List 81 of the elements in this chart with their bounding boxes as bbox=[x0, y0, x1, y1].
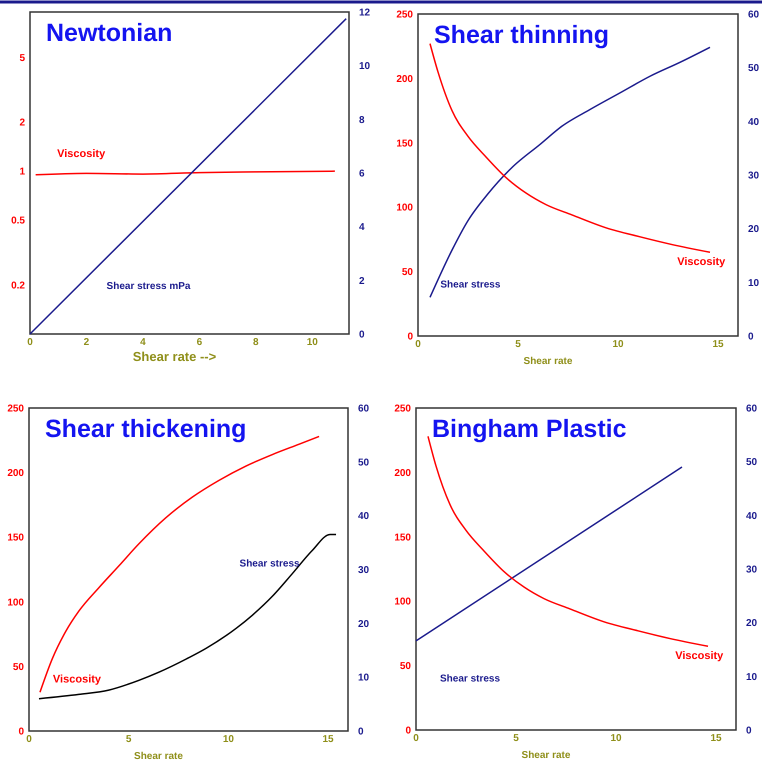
y2-tick-label: 10 bbox=[748, 278, 760, 289]
text: Shear stress bbox=[440, 674, 500, 685]
y-tick-label: 250 bbox=[396, 10, 414, 20]
x-tick-label: 2 bbox=[84, 337, 90, 348]
y-tick-label: 5 bbox=[19, 52, 26, 64]
x-tick-label: 10 bbox=[222, 734, 234, 745]
y2-tick-label: 60 bbox=[746, 404, 758, 414]
y2-tick-label: 50 bbox=[748, 63, 760, 74]
y2-tick-label: 6 bbox=[359, 168, 365, 180]
x-tick-label: 10 bbox=[610, 733, 622, 744]
x-tick-label: 5 bbox=[513, 733, 520, 744]
y-tick-label: 200 bbox=[396, 74, 414, 85]
y2-tick-label: 10 bbox=[358, 672, 370, 684]
series-label: Viscosity bbox=[677, 256, 726, 268]
x-tick-label: 15 bbox=[322, 734, 334, 745]
y-tick-label: 200 bbox=[394, 468, 412, 479]
y2-tick-label: 60 bbox=[748, 10, 760, 20]
y-tick-label: 2 bbox=[19, 118, 26, 129]
series-label: Shear stress mPa bbox=[106, 280, 191, 292]
y-tick-label: 100 bbox=[396, 202, 414, 214]
y-tick-label: 250 bbox=[7, 404, 24, 414]
x-tick-label: 0 bbox=[27, 337, 34, 348]
y2-tick-label: 2 bbox=[359, 276, 365, 287]
y2-tick-label: 30 bbox=[358, 565, 370, 576]
x-tick-label: 10 bbox=[612, 339, 624, 350]
line-series bbox=[38, 534, 337, 700]
y2-tick-label: 40 bbox=[358, 511, 370, 522]
y2-tick-label: 4 bbox=[359, 222, 365, 234]
y2-tick-label: 0 bbox=[359, 330, 365, 340]
x-tick-label: 15 bbox=[710, 733, 722, 744]
y2-tick-label: 40 bbox=[746, 510, 758, 522]
y2-tick-label: 40 bbox=[748, 116, 760, 128]
y-tick-label: 0.5 bbox=[11, 216, 26, 227]
y2-tick-label: 20 bbox=[358, 618, 370, 630]
y-tick-label: 200 bbox=[7, 468, 24, 480]
y2-tick-label: 10 bbox=[359, 61, 371, 72]
x-tick-label: 10 bbox=[306, 337, 318, 348]
y-tick-label: 50 bbox=[12, 662, 24, 673]
series-label: Viscosity bbox=[675, 650, 724, 662]
y2-tick-label: 0 bbox=[746, 726, 752, 736]
x-tick-label: 0 bbox=[26, 734, 32, 745]
y2-tick-label: 50 bbox=[358, 457, 370, 468]
y2-tick-label: 30 bbox=[748, 170, 760, 182]
y2-tick-label: 12 bbox=[359, 8, 371, 18]
chart-title: Bingham Plastic bbox=[432, 415, 627, 443]
series-label: Shear stress bbox=[440, 280, 501, 291]
x-tick-label: 5 bbox=[515, 339, 522, 350]
y-tick-label: 250 bbox=[394, 404, 412, 414]
series-label: Viscosity bbox=[52, 674, 102, 686]
y2-tick-label: 20 bbox=[746, 618, 758, 630]
y-tick-label: 50 bbox=[402, 267, 414, 278]
chart-title: Newtonian bbox=[46, 19, 172, 47]
x-axis-title: Shear rate bbox=[522, 750, 571, 761]
x-tick-label: 15 bbox=[712, 339, 724, 350]
x-tick-label: 4 bbox=[140, 337, 146, 348]
y2-tick-label: 30 bbox=[746, 564, 758, 576]
x-tick-label: 5 bbox=[126, 734, 132, 745]
x-tick-label: 8 bbox=[253, 337, 260, 348]
y-tick-label: 150 bbox=[394, 532, 412, 544]
x-tick-label: 6 bbox=[196, 337, 203, 348]
series-label: Shear stress bbox=[240, 558, 300, 570]
y-tick-label: 1 bbox=[19, 166, 26, 178]
chart-title: Shear thickening bbox=[45, 415, 246, 443]
y-tick-label: 100 bbox=[394, 596, 412, 608]
x-axis-title: Shear rate --> bbox=[132, 349, 217, 364]
x-axis-title: Shear rate bbox=[524, 356, 573, 367]
y-tick-label: 0 bbox=[405, 726, 412, 736]
y-tick-label: 50 bbox=[400, 661, 412, 672]
y-tick-label: 0.2 bbox=[11, 280, 26, 292]
chart-title: Shear thinning bbox=[434, 21, 609, 49]
y-tick-label: 100 bbox=[7, 597, 24, 608]
y2-tick-label: 8 bbox=[359, 114, 365, 126]
x-axis-title: Shear rate bbox=[134, 751, 184, 761]
y2-tick-label: 20 bbox=[748, 224, 760, 236]
y2-tick-label: 50 bbox=[746, 457, 758, 468]
y-tick-label: 150 bbox=[396, 138, 414, 150]
y-tick-label: 150 bbox=[7, 532, 24, 544]
y2-tick-label: 10 bbox=[746, 672, 758, 683]
series-label: Viscosity bbox=[57, 148, 106, 160]
x-tick-label: 0 bbox=[415, 339, 422, 350]
y2-tick-label: 60 bbox=[358, 404, 370, 414]
